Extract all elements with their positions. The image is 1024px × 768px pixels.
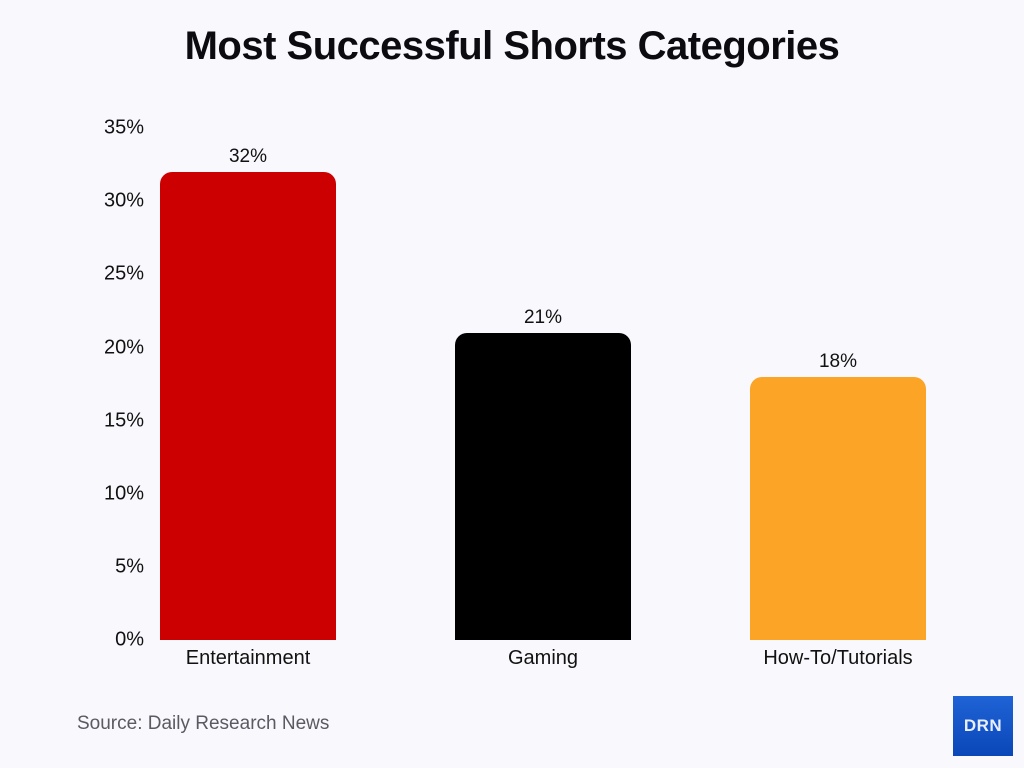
bar-value-label: 21% (523, 306, 563, 328)
y-tick-label: 30% (103, 189, 144, 212)
y-tick-label: 15% (103, 409, 144, 432)
bar-entertainment (160, 171, 336, 640)
drn-logo: DRN (953, 696, 1013, 756)
y-tick-label: 5% (115, 555, 144, 578)
y-tick-label: 20% (103, 336, 144, 359)
bar-value-label: 32% (228, 145, 268, 167)
y-tick-label: 0% (115, 628, 144, 651)
x-category-label: Gaming (507, 647, 579, 669)
source-note: Source: Daily Research News (77, 713, 330, 734)
x-category-label: How-To/Tutorials (763, 647, 913, 669)
chart-title: Most Successful Shorts Categories (184, 24, 840, 68)
bar-gaming (455, 332, 631, 640)
y-tick-label: 35% (103, 116, 144, 139)
bar-how-to-tutorials (750, 376, 926, 640)
x-category-label: Entertainment (185, 647, 311, 669)
y-tick-label: 25% (103, 262, 144, 285)
bar-value-label: 18% (818, 350, 858, 372)
y-tick-label: 10% (103, 482, 144, 505)
